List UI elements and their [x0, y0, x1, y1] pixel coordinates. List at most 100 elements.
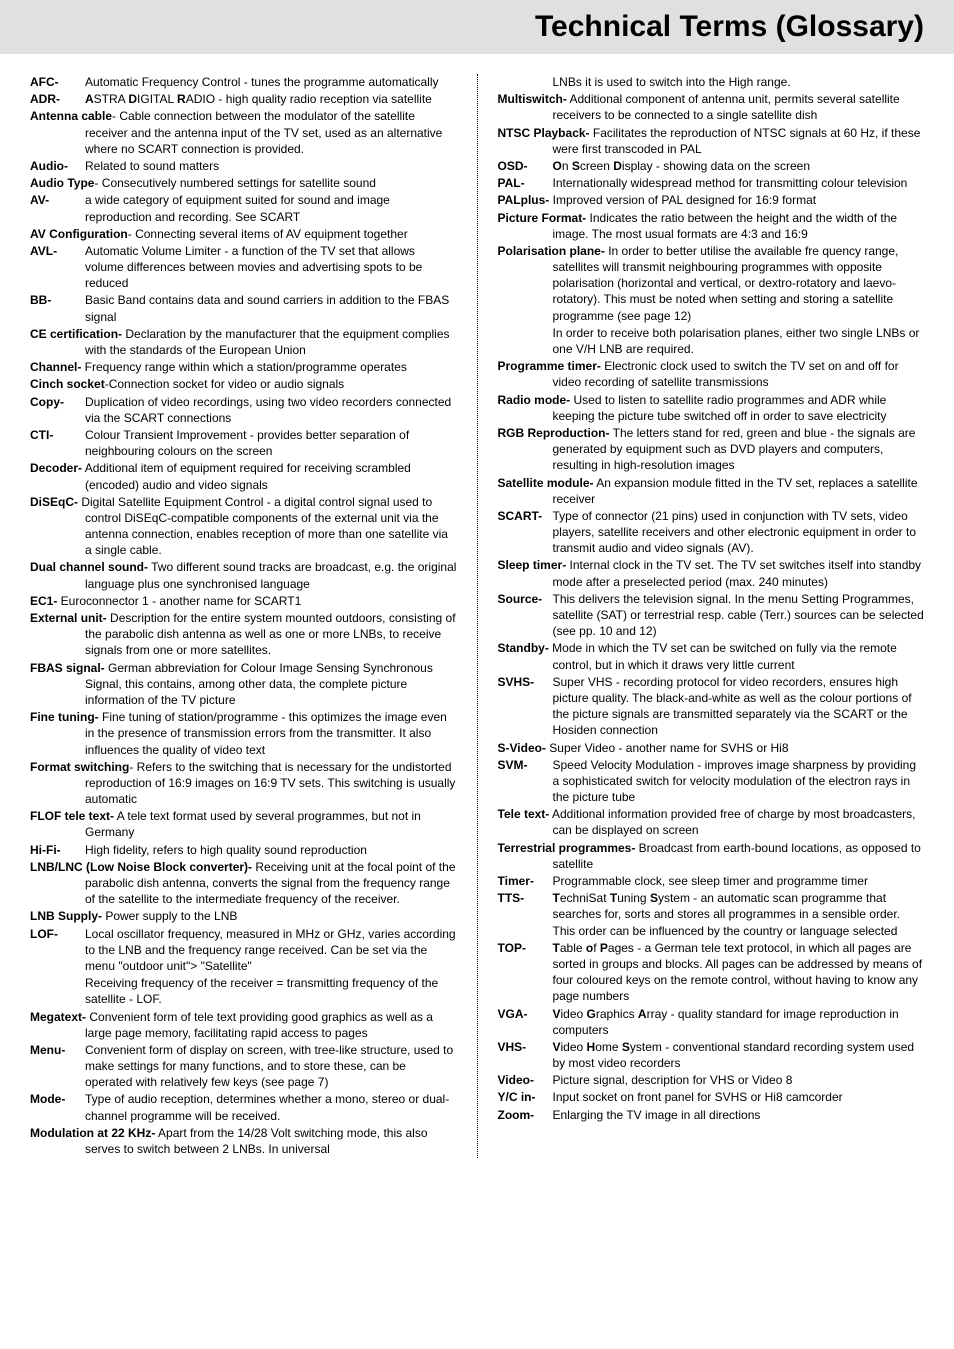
glossary-definition: Channel- Frequency range within which a … [30, 359, 457, 375]
glossary-term: Y/C in- [498, 1089, 553, 1105]
glossary-term: Terrestrial programmes- [498, 841, 636, 855]
glossary-definition: LNB/LNC (Low Noise Block converter)- Rec… [30, 859, 457, 908]
glossary-entry: CTI-Colour Transient Improvement - provi… [30, 427, 457, 459]
glossary-definition: Megatext- Convenient form of tele text p… [30, 1009, 457, 1041]
glossary-definition: LNB Supply- Power supply to the LNB [30, 908, 457, 924]
glossary-term: LOF- [30, 926, 85, 975]
glossary-term: Polarisation plane- [498, 244, 605, 258]
glossary-entry: FLOF tele text- A tele text format used … [30, 808, 457, 840]
glossary-term: External unit- [30, 611, 107, 625]
glossary-term: Modulation at 22 KHz- [30, 1126, 155, 1140]
glossary-definition: Standby- Mode in which the TV set can be… [498, 640, 925, 672]
glossary-entry: Zoom-Enlarging the TV image in all direc… [498, 1107, 925, 1123]
page-title: Technical Terms (Glossary) [535, 10, 924, 43]
glossary-definition: NTSC Playback- Facilitates the reproduct… [498, 125, 925, 157]
glossary-definition: Cinch socket-Connection socket for video… [30, 376, 457, 392]
glossary-definition: Antenna cable- Cable connection between … [30, 108, 457, 157]
glossary-term: AFC- [30, 74, 85, 90]
glossary-definition: Local oscillator frequency, measured in … [85, 926, 457, 975]
glossary-entry: Programme timer- Electronic clock used t… [498, 358, 925, 390]
glossary-term: BB- [30, 292, 85, 324]
glossary-definition: FBAS signal- German abbreviation for Col… [30, 660, 457, 709]
glossary-definition: Tele text- Additional information provid… [498, 806, 925, 838]
glossary-term: PAL- [498, 175, 553, 191]
glossary-term: Audio- [30, 158, 85, 174]
glossary-term: AV Configuration [30, 227, 128, 241]
glossary-definition: Programme timer- Electronic clock used t… [498, 358, 925, 390]
glossary-term: Dual channel sound- [30, 560, 148, 574]
glossary-entry: Megatext- Convenient form of tele text p… [30, 1009, 457, 1041]
glossary-definition: Polarisation plane- In order to better u… [498, 243, 925, 324]
glossary-term: Source- [498, 591, 553, 640]
glossary-term: S-Video- [498, 741, 546, 755]
glossary-term: Zoom- [498, 1107, 553, 1123]
glossary-term: Cinch socket [30, 377, 105, 391]
glossary-term: FBAS signal- [30, 661, 105, 675]
glossary-definition: Internationally widespread method for tr… [553, 175, 925, 191]
glossary-entry: Modulation at 22 KHz- Apart from the 14/… [30, 1125, 457, 1157]
glossary-term: Mode- [30, 1091, 85, 1123]
glossary-definition: High fidelity, refers to high quality so… [85, 842, 457, 858]
glossary-entry: Channel- Frequency range within which a … [30, 359, 457, 375]
glossary-entry: PAL-Internationally widespread method fo… [498, 175, 925, 191]
glossary-entry: Decoder- Additional item of equipment re… [30, 460, 457, 492]
glossary-term: VGA- [498, 1006, 553, 1038]
glossary-definition: This delivers the television signal. In … [553, 591, 925, 640]
glossary-entry: VGA-Video Graphics Array - quality stand… [498, 1006, 925, 1038]
glossary-definition: Input socket on front panel for SVHS or … [553, 1089, 925, 1105]
glossary-definition: Automatic Frequency Control - tunes the … [85, 74, 457, 90]
glossary-definition: Satellite module- An expansion module fi… [498, 475, 925, 507]
glossary-entry: Timer-Programmable clock, see sleep time… [498, 873, 925, 889]
glossary-definition: DiSEqC- Digital Satellite Equipment Cont… [30, 494, 457, 559]
glossary-entry: Dual channel sound- Two different sound … [30, 559, 457, 591]
glossary-term: NTSC Playback- [498, 126, 590, 140]
glossary-definition: a wide category of equipment suited for … [85, 192, 457, 224]
glossary-definition: Related to sound matters [85, 158, 457, 174]
glossary-entry: Format switching- Refers to the switchin… [30, 759, 457, 808]
glossary-definition: Type of connector (21 pins) used in conj… [553, 508, 925, 557]
glossary-term: SCART- [498, 508, 553, 557]
glossary-entry: Standby- Mode in which the TV set can be… [498, 640, 925, 672]
glossary-term: SVM- [498, 757, 553, 806]
glossary-entry: SVHS-Super VHS - recording protocol for … [498, 674, 925, 739]
glossary-term: Programme timer- [498, 359, 601, 373]
glossary-entry: Cinch socket-Connection socket for video… [30, 376, 457, 392]
columns: AFC-Automatic Frequency Control - tunes … [30, 74, 924, 1158]
glossary-definition: Table of Pages - a German tele text prot… [553, 940, 925, 1005]
header-bar: Technical Terms (Glossary) [0, 0, 954, 54]
glossary-definition: Fine tuning- Fine tuning of station/prog… [30, 709, 457, 758]
glossary-definition: Colour Transient Improvement - provides … [85, 427, 457, 459]
glossary-definition: TechniSat Tuning System - an automatic s… [553, 890, 925, 939]
glossary-definition: Radio mode- Used to listen to satellite … [498, 392, 925, 424]
left-column: AFC-Automatic Frequency Control - tunes … [30, 74, 457, 1158]
glossary-entry: SCART-Type of connector (21 pins) used i… [498, 508, 925, 557]
glossary-entry: Polarisation plane- In order to better u… [498, 243, 925, 324]
glossary-term: OSD- [498, 158, 553, 174]
glossary-entry: CE certification- Declaration by the man… [30, 326, 457, 358]
glossary-term: EC1- [30, 594, 57, 608]
glossary-entry: Hi-Fi-High fidelity, refers to high qual… [30, 842, 457, 858]
glossary-definition: Basic Band contains data and sound carri… [85, 292, 457, 324]
glossary-term: Audio Type [30, 176, 94, 190]
glossary-term: CE certification- [30, 327, 122, 341]
glossary-entry: Copy-Duplication of video recordings, us… [30, 394, 457, 426]
glossary-entry: Audio-Related to sound matters [30, 158, 457, 174]
glossary-term: Video- [498, 1072, 553, 1088]
glossary-term: ADR- [30, 91, 85, 107]
glossary-entry: Video-Picture signal, description for VH… [498, 1072, 925, 1088]
glossary-entry: AV-a wide category of equipment suited f… [30, 192, 457, 224]
glossary-definition: Decoder- Additional item of equipment re… [30, 460, 457, 492]
glossary-definition: External unit- Description for the entir… [30, 610, 457, 659]
glossary-term: Timer- [498, 873, 553, 889]
glossary-entry: PALplus- Improved version of PAL designe… [498, 192, 925, 208]
glossary-definition: Automatic Volume Limiter - a function of… [85, 243, 457, 292]
glossary-definition: PALplus- Improved version of PAL designe… [498, 192, 925, 208]
glossary-continuation: LNBs it is used to switch into the High … [553, 74, 925, 90]
glossary-entry: Radio mode- Used to listen to satellite … [498, 392, 925, 424]
glossary-entry: TOP-Table of Pages - a German tele text … [498, 940, 925, 1005]
glossary-term: TTS- [498, 890, 553, 939]
glossary-definition: Terrestrial programmes- Broadcast from e… [498, 840, 925, 872]
glossary-definition: Duplication of video recordings, using t… [85, 394, 457, 426]
glossary-term: Standby- [498, 641, 549, 655]
glossary-term: Copy- [30, 394, 85, 426]
